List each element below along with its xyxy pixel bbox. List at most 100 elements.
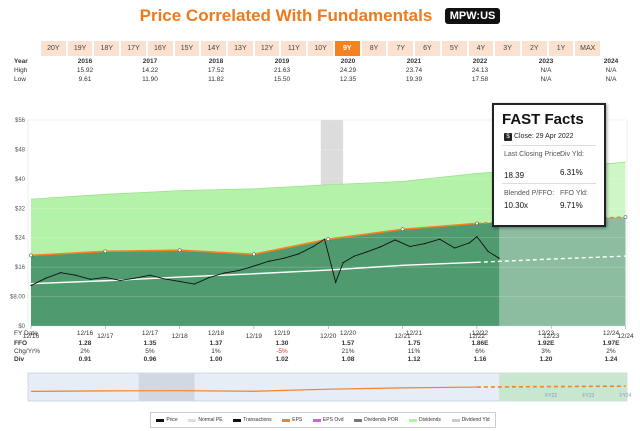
price-point: [119, 279, 121, 281]
legend-item[interactable]: EPS Ovd: [312, 417, 344, 423]
range-button-19y[interactable]: 19Y: [67, 41, 93, 56]
ffo-point: [475, 221, 479, 226]
table-cell: 14.22: [141, 67, 159, 74]
table-cell: 12/23: [537, 330, 555, 337]
range-button-1y[interactable]: 1Y: [548, 41, 574, 56]
legend-item[interactable]: Dividend Yld: [451, 417, 490, 423]
range-button-13y[interactable]: 13Y: [228, 41, 253, 56]
table-cell: 2020: [340, 58, 356, 65]
range-button-10y[interactable]: 10Y: [308, 41, 333, 56]
table-cell: 1.37: [209, 340, 223, 347]
legend-swatch: [156, 418, 165, 422]
x-tick-label: 12/24: [617, 333, 634, 340]
range-button-7y[interactable]: 7Y: [388, 41, 414, 56]
table-cell: 12.35: [339, 76, 357, 83]
table-cell: 12/22: [471, 330, 489, 337]
row-label: Year: [14, 58, 28, 65]
x-tick-label: 12/16: [23, 333, 40, 340]
price-point: [409, 245, 411, 248]
range-button-max[interactable]: MAX: [575, 41, 601, 56]
legend-item[interactable]: Dividends POR: [354, 417, 398, 423]
y-tick-label: $40: [15, 177, 26, 183]
table-cell: 12/17: [141, 330, 159, 337]
legend-item[interactable]: Price: [156, 417, 178, 423]
legend-label: Dividends: [418, 417, 441, 423]
ffo-point: [623, 215, 628, 219]
ffo-point: [400, 227, 405, 232]
legend-label: Dividends POR: [364, 417, 399, 423]
range-button-2y[interactable]: 2Y: [521, 41, 547, 56]
range-button-5y[interactable]: 5Y: [441, 41, 467, 56]
range-button-9y[interactable]: 9Y: [334, 41, 360, 56]
row-label: Low: [14, 76, 26, 83]
legend-item[interactable]: EPS: [282, 417, 302, 423]
row-label: FFO: [14, 340, 27, 347]
table-cell: N/A: [540, 67, 552, 74]
table-cell: 12/20: [339, 330, 357, 337]
div-yld-label: Div Yld:: [560, 151, 584, 158]
normal-pe-forecast-line: [476, 255, 626, 264]
table-cell: 24.13: [471, 67, 489, 74]
legend-item[interactable]: Dividends: [408, 417, 441, 423]
legend-item[interactable]: Transactions: [233, 417, 272, 423]
table-cell: 1.16: [473, 356, 487, 363]
price-point: [312, 245, 314, 248]
range-button-6y[interactable]: 6Y: [415, 41, 440, 56]
range-button-17y[interactable]: 17Y: [121, 41, 146, 56]
ffo-yld-label: FFO Yld:: [560, 190, 588, 197]
y-tick-label: $48: [15, 147, 26, 153]
page-title: Price Correlated With Fundamentals: [139, 6, 433, 25]
table-cell: 1.92E: [537, 340, 555, 347]
price-point: [487, 250, 489, 252]
price-point: [342, 262, 344, 264]
table-cell: 11%: [407, 348, 421, 355]
price-point: [179, 280, 181, 283]
price-point: [283, 257, 285, 259]
range-button-8y[interactable]: 8Y: [361, 41, 387, 56]
x-tick-label: 12/18: [171, 333, 188, 340]
table-cell: 1.02: [275, 356, 289, 363]
legend-swatch: [233, 418, 242, 422]
legend-label: EPS: [292, 417, 303, 423]
range-button-18y[interactable]: 18Y: [94, 41, 120, 56]
table-cell: 21.63: [273, 67, 291, 74]
price-point: [364, 251, 367, 254]
range-button-4y[interactable]: 4Y: [468, 41, 494, 56]
fundamentals-table: FY Date 12/16 12/17 12/18 12/19 12/20 12/21 12/…: [0, 330, 640, 370]
table-cell: 21%: [341, 348, 355, 355]
table-cell: 1%: [211, 348, 221, 355]
table-cell: 24.29: [339, 67, 357, 74]
legend-swatch: [282, 418, 291, 422]
range-button-14y[interactable]: 14Y: [201, 41, 227, 56]
y-tick-label: $56: [15, 118, 26, 124]
y-tick-label: $16: [15, 265, 26, 271]
table-cell: N/A: [540, 76, 552, 83]
table-cell: N/A: [605, 67, 617, 74]
price-point: [208, 276, 210, 279]
range-button-15y[interactable]: 15Y: [174, 41, 200, 56]
price-point: [164, 278, 166, 280]
range-button-12y[interactable]: 12Y: [254, 41, 280, 56]
table-cell: 1.28: [78, 340, 92, 347]
price-point: [253, 265, 255, 267]
fast-facts-title: FAST Facts: [502, 111, 584, 128]
price-point: [30, 284, 32, 287]
table-cell: 11.82: [208, 76, 224, 83]
price-point: [238, 269, 240, 272]
table-cell: 1.24: [604, 356, 618, 363]
x-tick-label: 12/17: [97, 333, 114, 340]
legend-item[interactable]: Normal PE: [188, 417, 223, 423]
table-cell: N/A: [605, 76, 617, 83]
price-point: [453, 247, 456, 249]
range-button-11y[interactable]: 11Y: [281, 41, 307, 56]
range-button-20y[interactable]: 20Y: [41, 41, 66, 56]
range-button-3y[interactable]: 3Y: [495, 41, 520, 56]
price-point: [60, 272, 62, 274]
legend-label: Price: [166, 417, 178, 423]
x-tick-label: 12/23: [543, 333, 560, 340]
table-cell: 2017: [142, 58, 158, 65]
table-cell: 3%: [541, 348, 551, 355]
range-button-16y[interactable]: 16Y: [147, 41, 173, 56]
price-point: [74, 274, 77, 276]
price-point: [353, 255, 355, 257]
